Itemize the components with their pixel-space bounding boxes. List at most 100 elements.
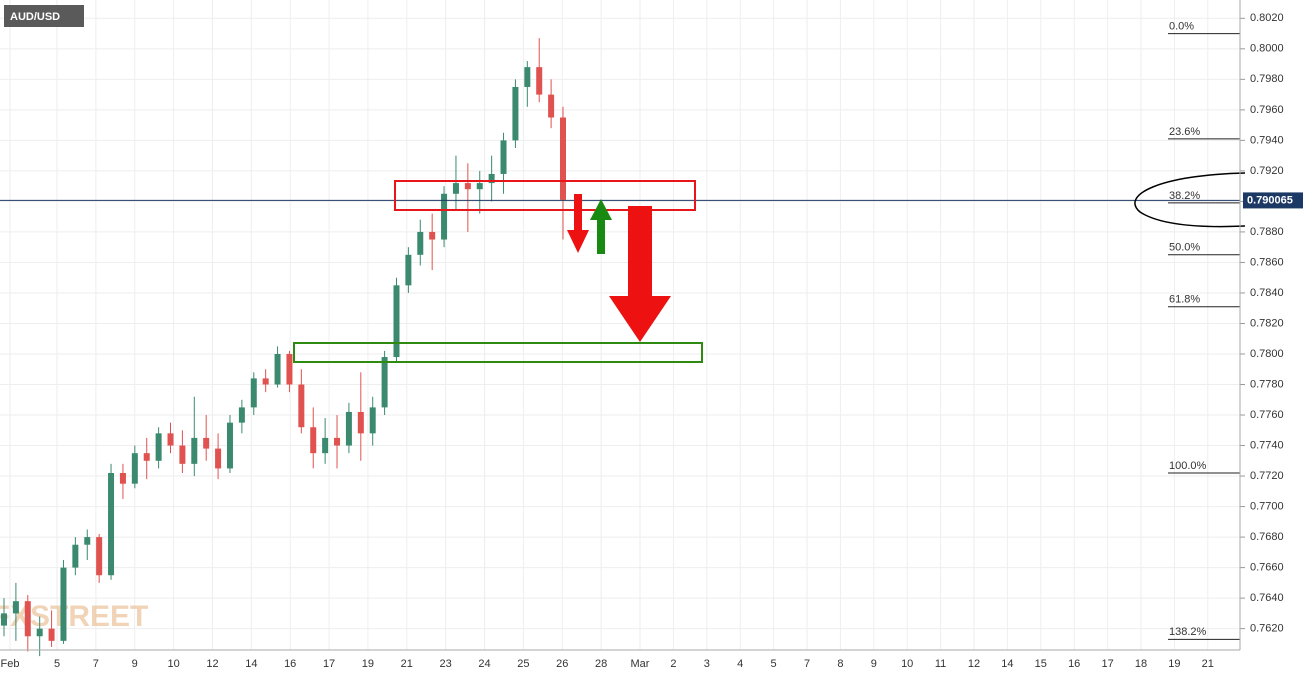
- current-price-box: [1243, 192, 1303, 209]
- candle-body: [131, 453, 138, 484]
- candle-body: [274, 353, 281, 385]
- candle-body: [357, 411, 364, 434]
- x-tick-label: 7: [93, 658, 99, 670]
- up-arrow: [590, 199, 612, 254]
- x-tick-label: 19: [1168, 658, 1180, 670]
- y-tick-label: 0.7840: [1250, 287, 1284, 299]
- candle-body: [143, 453, 150, 461]
- x-tick-label: 25: [517, 658, 529, 670]
- y-tick-label: 0.7920: [1250, 165, 1284, 177]
- x-tick-label: 7: [804, 658, 810, 670]
- candle-body: [72, 544, 79, 568]
- candle-body: [226, 422, 233, 469]
- x-tick-label: 5: [771, 658, 777, 670]
- candle-body: [381, 357, 388, 408]
- y-tick-label: 0.7700: [1250, 500, 1284, 512]
- highlight-ellipse: [1134, 172, 1246, 228]
- candle-body: [84, 537, 91, 545]
- candle-body: [298, 384, 305, 428]
- x-tick-label: 5: [54, 658, 60, 670]
- y-tick-label: 0.7780: [1250, 378, 1284, 390]
- y-tick-label: 0.7620: [1250, 623, 1284, 635]
- axis: 0.7620 0.7640 0.7660 0.7680 0.7700 0.7720 0.77…: [0, 0, 1303, 670]
- y-tick-label: 0.7800: [1250, 348, 1284, 360]
- candle-body: [334, 437, 341, 446]
- candle-body: [108, 473, 115, 576]
- candle-body: [476, 183, 483, 190]
- candle-body: [96, 537, 103, 576]
- candle-body: [36, 628, 43, 637]
- fib-label: 61.8%: [1169, 294, 1200, 306]
- candle-body: [441, 193, 448, 240]
- candle-body: [393, 285, 400, 358]
- x-tick-label: 24: [478, 658, 490, 670]
- x-tick-label: Mar: [631, 658, 650, 670]
- candle-body: [155, 433, 162, 461]
- candle-body: [191, 437, 198, 464]
- y-tick-label: 0.7980: [1250, 73, 1284, 85]
- down-arrow-small: [567, 194, 589, 253]
- candle-body: [500, 140, 507, 174]
- x-tick-label: 4: [737, 658, 743, 670]
- x-tick-label: 9: [871, 658, 877, 670]
- x-tick-label: 17: [323, 658, 335, 670]
- current-price-label: 0.790065: [1247, 194, 1293, 206]
- fib-label: 100.0%: [1169, 460, 1207, 472]
- grid: [0, 0, 1240, 650]
- marks: 0.0% 23.6% 38.2% 50.0% 61.8% 100.0% 138.2%: [0, 20, 1240, 657]
- fib-label: 138.2%: [1169, 626, 1207, 638]
- fib-label: 50.0%: [1169, 242, 1200, 254]
- fib-label: 0.0%: [1169, 20, 1194, 32]
- candle-body: [119, 473, 126, 484]
- chart-title: AUD/USD: [10, 11, 60, 23]
- candle-body: [417, 231, 424, 255]
- watermark: FXSTREET: [0, 600, 148, 633]
- x-tick-label: 11: [935, 658, 946, 670]
- y-tick-label: 0.7720: [1250, 470, 1284, 482]
- candle-body: [512, 86, 519, 141]
- x-tick-label: 21: [401, 658, 413, 670]
- x-tick-label: 14: [1001, 658, 1013, 670]
- y-tick-label: 0.7660: [1250, 562, 1284, 574]
- candle-body: [250, 378, 257, 408]
- x-tick-label: 16: [1068, 658, 1080, 670]
- candle-body: [262, 378, 269, 385]
- x-tick-label: 14: [245, 658, 257, 670]
- title-box: [4, 5, 84, 27]
- y-tick-label: 0.8000: [1250, 43, 1284, 55]
- fib-label: 38.2%: [1169, 190, 1200, 202]
- x-tick-label: 16: [284, 658, 296, 670]
- y-tick-label: 0.7940: [1250, 134, 1284, 146]
- candle-body: [238, 407, 245, 423]
- candle-body: [452, 183, 459, 194]
- candle-body: [1, 613, 7, 626]
- x-tick-label: 17: [1101, 658, 1113, 670]
- candle-body: [60, 567, 67, 641]
- x-tick-label: 12: [206, 658, 218, 670]
- candle-body: [560, 117, 566, 200]
- candle-body: [405, 254, 412, 286]
- x-tick-label: 10: [167, 658, 179, 670]
- candle-body: [369, 407, 376, 434]
- candle-body: [345, 411, 352, 446]
- candle-body: [488, 173, 495, 184]
- candle-body: [322, 437, 329, 454]
- x-tick-label: Feb: [1, 658, 20, 670]
- x-tick-label: 26: [556, 658, 568, 670]
- x-tick-label: 10: [901, 658, 913, 670]
- x-tick-label: 2: [670, 658, 676, 670]
- candle-body: [286, 353, 293, 385]
- candle-body: [464, 183, 471, 190]
- x-tick-label: 28: [595, 658, 607, 670]
- candle-body: [167, 433, 174, 446]
- y-tick-label: 0.7740: [1250, 439, 1284, 451]
- x-tick-label: 23: [440, 658, 452, 670]
- x-tick-label: 12: [968, 658, 980, 670]
- y-tick-label: 0.7960: [1250, 104, 1284, 116]
- x-tick-label: 8: [837, 658, 843, 670]
- y-tick-label: 0.7880: [1250, 226, 1284, 238]
- y-tick-label: 0.7860: [1250, 256, 1284, 268]
- y-tick-label: 0.7760: [1250, 409, 1284, 421]
